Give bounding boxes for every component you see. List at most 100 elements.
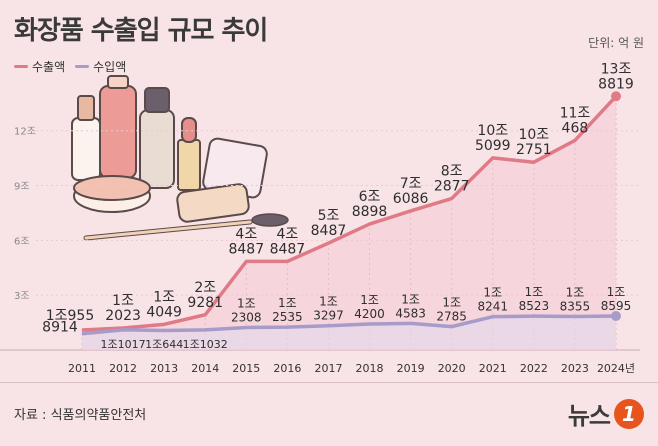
source-note: 자료 : 식품의약품안전처 — [14, 408, 147, 423]
data-label-line: 1조 — [112, 293, 134, 309]
data-label-line: 3297 — [313, 309, 344, 323]
news1-logo: 뉴스 1 — [568, 396, 644, 431]
lipstick — [177, 139, 201, 191]
data-label-line: 5조 — [318, 208, 340, 224]
export-end-marker — [611, 91, 621, 102]
data-label-line: 8487 — [311, 223, 347, 239]
import-line — [81, 314, 617, 336]
import-data-label: 1조1032 — [183, 338, 228, 351]
x-tick-label: 2011 — [68, 362, 96, 375]
legend: 수출액 수입액 — [14, 58, 126, 75]
cream-tube-left-cap — [77, 95, 95, 121]
x-tick-label: 2018 — [356, 362, 384, 375]
legend-swatch-export — [14, 65, 28, 68]
data-label-line: 4200 — [354, 307, 385, 321]
legend-item-export: 수출액 — [14, 58, 65, 75]
data-label-line: 2조 — [194, 280, 216, 296]
export-line — [81, 95, 618, 332]
data-label-line: 8487 — [228, 241, 264, 257]
data-label-line: 8487 — [270, 241, 306, 257]
legend-swatch-import — [75, 65, 90, 68]
data-label-line: 7조 — [400, 176, 422, 192]
data-label-line: 8355 — [560, 299, 591, 313]
x-tick-label: 2013 — [150, 362, 178, 375]
data-label-line: 6조 — [359, 189, 381, 205]
data-label-line: 2535 — [272, 310, 303, 324]
data-label-line: 2877 — [434, 179, 470, 195]
data-label-line: 11조 — [560, 105, 591, 121]
data-label-line: 4583 — [395, 306, 426, 320]
data-label-line: 8819 — [598, 76, 634, 92]
y-tick-label: 12조 — [14, 127, 36, 138]
compact-base — [176, 183, 250, 223]
labels-layer: 2011 2012 2013 2014 2015 2016 2017 2018 2019 2020… — [42, 61, 635, 375]
x-tick-label: 2012 — [109, 362, 137, 375]
data-label-line: 1조 — [278, 296, 297, 310]
data-label-line: 1조 — [153, 289, 175, 305]
chart-title: 화장품 수출입 규모 추이 — [14, 16, 268, 46]
x-tick-label: 2024년 — [597, 362, 635, 375]
data-label-line: 8조 — [441, 164, 463, 180]
export-data-label: 1조955 — [46, 308, 95, 324]
x-tick-label: 2016 — [273, 362, 301, 375]
serum-bottle — [139, 109, 175, 189]
import-data-label: 1조1017 — [101, 338, 146, 351]
import-data-label: 8914 — [42, 320, 78, 336]
unit-label: 단위: 억 원 — [588, 36, 644, 50]
logo-text: 뉴스 — [567, 402, 611, 430]
data-label-line: 1조 — [525, 285, 544, 299]
makeup-brush-handle-inner — [84, 220, 252, 240]
data-label-line: 2751 — [516, 142, 552, 158]
data-label-line: 5099 — [475, 138, 511, 154]
export-area — [82, 96, 616, 350]
cream-tube-left — [71, 117, 101, 181]
serum-bottle-cap — [144, 87, 170, 113]
y-tick-label: 9조 — [14, 182, 30, 193]
data-label-line: 1조 — [319, 295, 338, 309]
data-label-line: 8595 — [601, 299, 632, 313]
x-tick-label: 2017 — [314, 362, 342, 375]
data-label-line: 1조 — [483, 286, 502, 300]
data-label-line: 13조 — [601, 61, 632, 77]
series-layer — [81, 91, 621, 350]
import-data-label: 1조644 — [145, 338, 183, 351]
x-tick-label: 2019 — [397, 362, 425, 375]
data-label-line: 4049 — [146, 304, 182, 320]
x-tick-label: 2021 — [479, 362, 507, 375]
data-label-line: 1조 — [566, 285, 585, 299]
legend-label-import: 수입액 — [93, 60, 127, 74]
data-label-line: 4조 — [276, 226, 298, 242]
data-label-line: 1조1017 — [101, 338, 146, 351]
x-tick-label: 2014 — [191, 362, 219, 375]
y-tick-label: 6조 — [14, 236, 30, 247]
data-label-line: 468 — [562, 120, 589, 136]
x-tick-label: 2015 — [232, 362, 260, 375]
data-label-line: 8898 — [352, 204, 388, 220]
data-label-line: 10조 — [518, 127, 549, 143]
logo-mark-icon: 1 — [614, 398, 644, 429]
lotion-bottle-cap — [107, 75, 129, 89]
lipstick-bullet — [181, 117, 197, 143]
data-label-line: 2023 — [105, 308, 141, 324]
makeup-brush-head — [251, 213, 289, 227]
data-label-line: 1조 — [360, 293, 379, 307]
